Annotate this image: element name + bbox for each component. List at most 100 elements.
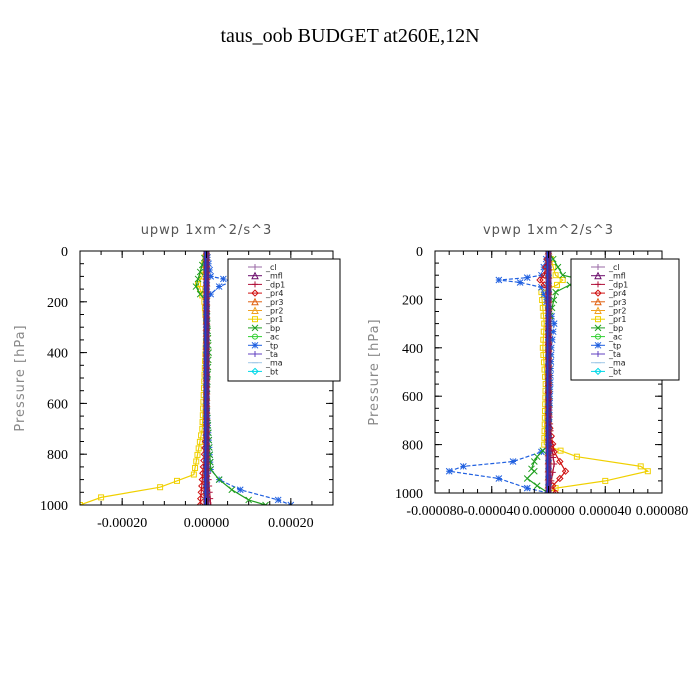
legend-item: _pr1 [248,315,283,324]
y-axis-label: Pressure [hPa] [13,324,28,431]
data-point [215,476,223,483]
data-point [195,445,202,452]
legend-item: _bp [591,324,623,333]
y-tick-label: 400 [402,342,423,357]
legend-label: _pr2 [265,307,283,316]
legend-marker [252,281,258,288]
data-point [262,501,269,505]
legend-label: _dp1 [608,280,628,289]
data-point [194,451,201,458]
x-tick-label: -0.000040 [463,504,520,519]
data-point [548,336,556,344]
x-tick-label: 0.000080 [636,504,689,519]
legend-label: _ta [608,350,621,359]
legend-marker [594,306,602,314]
legend-marker [594,297,602,306]
legend-item: _ac [591,333,622,342]
data-point [536,276,544,284]
legend-item: _cl [591,263,620,272]
data-point [98,494,105,501]
legend-item: _pr2 [248,306,283,316]
legend-label: _bp [608,324,623,333]
data-point [194,275,202,283]
y-tick-label: 800 [402,439,423,454]
y-tick-label: 1000 [395,487,423,502]
y-tick-label: 400 [47,347,68,362]
legend: _cl_mfl_dp1_pr4_pr3_pr2_pr1_bp_ac_tp_ta_… [227,258,341,382]
data-point [559,277,566,284]
data-point [445,467,453,475]
data-point [556,474,564,483]
legend-item: _mfl [248,271,283,281]
data-point [196,268,204,276]
data-point [509,458,517,465]
data-point [495,475,503,482]
legend-label: _cl [265,263,277,272]
data-point [197,488,205,497]
legend-marker [595,333,601,340]
legend-label: _dp1 [265,280,285,289]
chart-panel-2: vpwp 1xm^2/s^3 Pressure [hPa] 0 200 400 600 80… [367,223,688,519]
x-tick-label: -0.00020 [97,516,147,531]
y-tick-label: 0 [416,245,423,260]
panel-title: upwp 1xm^2/s^3 [141,223,273,238]
x-tick-label: -0.000080 [406,504,463,519]
data-point [540,263,548,271]
legend-label: _pr3 [608,298,626,307]
data-point [552,288,559,296]
legend-label: _bt [608,367,621,376]
data-point [533,482,541,490]
chart-panels: upwp 1xm^2/s^3 Pressure [hPa] 0 200 400 600 80… [13,223,688,531]
x-tick-label: 0.00000 [184,516,230,531]
data-point [196,290,204,298]
legend-marker [594,271,602,280]
legend-label: _bt [265,367,278,376]
legend-box [570,258,680,381]
data-point [245,496,253,504]
legend-item: _pr4 [591,289,626,298]
data-point [516,279,524,286]
legend-item: _bt [248,367,278,376]
legend-marker [252,316,258,323]
legend-marker [252,333,258,340]
data-point [207,273,215,280]
legend-label: _ta [265,350,278,359]
legend-label: _bp [265,324,280,333]
data-point [533,453,541,461]
chart-panel-1: upwp 1xm^2/s^3 Pressure [hPa] 0 200 400 600 80… [13,223,341,531]
data-point [274,496,282,504]
legend-item: _ma [248,359,283,368]
data-point [523,475,531,482]
x-tick-label: 0.000000 [522,504,575,519]
legend-marker [595,281,601,288]
legend-marker [251,297,259,306]
legend-box [227,258,341,382]
data-point [554,263,562,271]
data-point [207,502,214,505]
data-point [173,477,180,484]
legend-item: _pr1 [591,315,626,324]
data-point [523,484,531,492]
data-point [540,291,548,298]
legend-marker [595,316,601,323]
series-line [80,251,208,505]
figure-title: taus_oob BUDGET at260E,12N [220,25,479,47]
data-point [220,275,227,283]
legend-marker [252,351,258,357]
legend-label: _pr3 [265,298,283,307]
legend-item: _ta [591,350,621,359]
data-point [644,468,651,475]
y-tick-label: 600 [47,397,68,412]
panel-title: vpwp 1xm^2/s^3 [483,223,614,238]
data-point [192,464,199,471]
legend-item: _tp [248,341,278,350]
x-tick-label: 0.000040 [579,504,632,519]
data-point [495,276,503,284]
data-point [460,463,467,470]
legend: _cl_mfl_dp1_pr4_pr3_pr2_pr1_bp_ac_tp_ta_… [570,258,680,381]
data-point [190,471,197,478]
data-point [554,281,561,288]
data-point [196,501,204,505]
legend-label: _pr2 [608,307,626,316]
legend-item: _pr3 [591,297,626,307]
